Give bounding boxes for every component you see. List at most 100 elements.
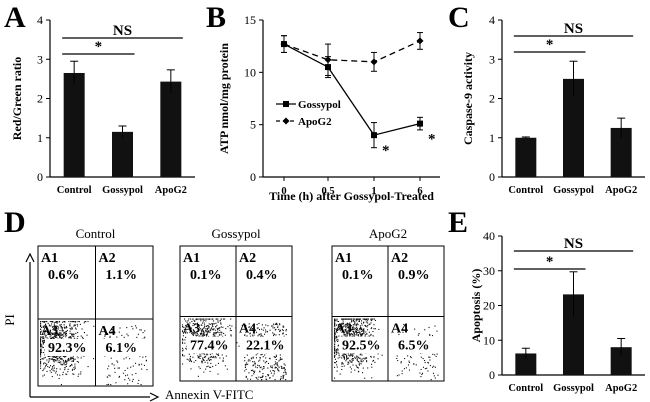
facs-dot (127, 367, 129, 369)
chart-c-y-label: Caspase-9 activity (461, 52, 475, 145)
facs-dot (433, 375, 435, 377)
facs-dot (203, 327, 205, 329)
facs-dot (358, 331, 360, 333)
facs-dot (351, 354, 353, 356)
facs-dot (196, 334, 198, 336)
facs-dot (59, 336, 61, 338)
facs-dot (203, 353, 205, 355)
facs-dot (247, 363, 249, 365)
facs-dot (254, 364, 256, 366)
facs-dot (83, 322, 85, 324)
facs-dot (334, 356, 336, 358)
facs-dot (350, 371, 352, 373)
facs-dot (346, 357, 348, 360)
facs-dot (52, 367, 54, 369)
facs-dot (364, 318, 366, 320)
facs-dot (67, 371, 69, 373)
facs-dot (65, 325, 67, 328)
facs-dot (334, 355, 336, 357)
facs-dot (284, 368, 286, 370)
facs-dot (60, 332, 62, 334)
facs-dot (245, 325, 247, 327)
facs-dot (341, 363, 343, 365)
facs-dot (47, 331, 49, 334)
facs-dot (54, 328, 56, 330)
facs-dot (356, 334, 358, 336)
facs-dot (261, 353, 263, 356)
facs-dot (213, 335, 216, 337)
facs-dot (40, 337, 42, 339)
facs-dot (361, 372, 364, 374)
facs-dot (73, 333, 75, 335)
facs-dot (54, 325, 56, 327)
facs-dot (73, 325, 75, 327)
facs-dot (364, 358, 366, 360)
facs-dot (345, 335, 347, 338)
facs-quadrant-id: A2 (99, 251, 116, 266)
facs-dot (334, 341, 336, 343)
facs-dot (334, 352, 336, 354)
facs-dot (356, 324, 358, 326)
facs-dot (378, 328, 380, 331)
facs-dot (222, 318, 224, 320)
facs-dot (111, 363, 113, 365)
facs-dot (259, 359, 261, 361)
facs-dot (255, 331, 258, 333)
facs-dot (214, 329, 216, 331)
facs-dot (343, 358, 346, 360)
facs-dot (429, 359, 431, 361)
chart-e-y-tick-label: 40 (483, 229, 495, 243)
facs-dot (279, 329, 281, 331)
facs-dot (80, 371, 82, 373)
facs-dot (272, 327, 274, 329)
facs-dot (347, 353, 349, 355)
facs-dot (200, 329, 202, 331)
facs-dot (135, 372, 137, 375)
facs-dot (81, 328, 83, 330)
facs-dot (52, 358, 54, 360)
facs-dot (41, 345, 43, 347)
facs-dot (67, 368, 69, 370)
facs-dot (422, 366, 425, 368)
facs-dot (77, 375, 79, 377)
facs-dot (52, 360, 55, 362)
facs-dot (201, 360, 203, 362)
facs-dot (334, 337, 336, 339)
facs-dot (339, 356, 341, 358)
facs-dot (367, 324, 369, 326)
facs-dot (334, 352, 336, 355)
facs-dot (58, 359, 60, 361)
facs-dot (192, 332, 194, 334)
facs-dot (136, 336, 138, 338)
facs-dot (116, 336, 118, 338)
facs-dot (68, 358, 70, 360)
chart-a-y-tick-label: 1 (37, 131, 43, 145)
facs-dot (273, 333, 275, 335)
facs-dot (213, 357, 215, 359)
facs-dot (420, 376, 422, 378)
facs-dot (78, 321, 80, 323)
facs-dot (342, 326, 344, 328)
facs-dot (61, 334, 63, 336)
facs-dot (40, 361, 42, 363)
facs-dot (72, 356, 74, 358)
facs-dot (188, 318, 190, 320)
facs-dot (343, 356, 345, 358)
facs-dot (245, 362, 248, 364)
facs-dot (53, 359, 55, 361)
facs-dot (227, 326, 229, 328)
chart-c-y-tick-label: 3 (489, 52, 495, 66)
facs-dot (48, 331, 50, 333)
facs-dot (363, 328, 365, 330)
facs-dot (40, 333, 42, 335)
facs-dot (258, 322, 260, 324)
facs-dot (358, 370, 360, 372)
facs-dot (51, 375, 53, 378)
facs-dot (352, 327, 354, 329)
facs-dot (250, 378, 252, 380)
facs-dot (192, 356, 194, 358)
facs-dot (396, 375, 398, 377)
facs-dot (265, 329, 267, 331)
facs-dot (245, 375, 247, 377)
facs-dot (348, 318, 351, 320)
